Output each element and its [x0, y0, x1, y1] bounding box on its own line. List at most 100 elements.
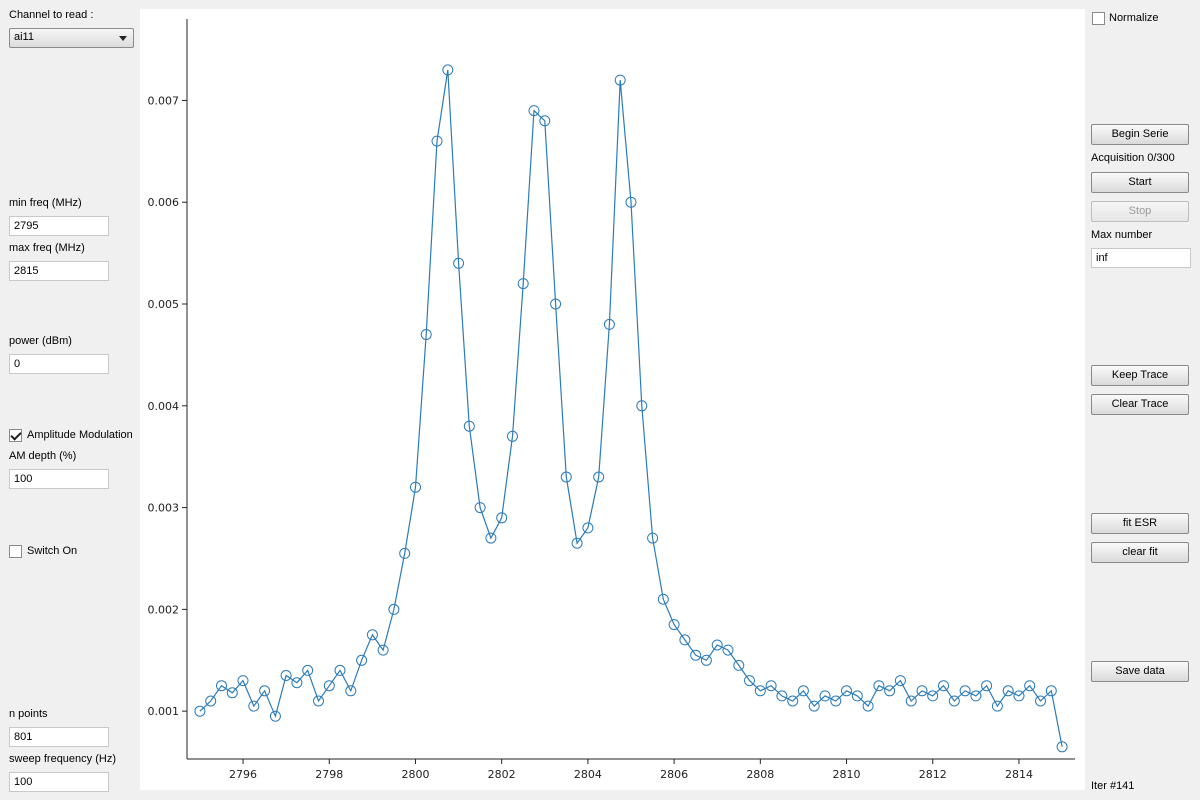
y-tick-label: 0.003: [148, 502, 180, 515]
fit-esr-button[interactable]: fit ESR: [1091, 513, 1189, 534]
data-point: [248, 700, 260, 712]
max-number-label: Max number: [1091, 229, 1153, 241]
power-label: power (dBm): [9, 335, 72, 347]
data-point: [582, 522, 594, 534]
x-tick-label: 2800: [401, 768, 429, 781]
data-point: [873, 680, 885, 692]
data-point: [377, 644, 389, 656]
data-point: [431, 135, 443, 147]
data-point: [776, 690, 788, 702]
channel-select[interactable]: ai11: [9, 28, 134, 48]
data-point: [970, 690, 982, 702]
data-point: [593, 471, 605, 483]
save-data-button[interactable]: Save data: [1091, 661, 1189, 682]
data-point: [938, 680, 949, 692]
normalize-label: Normalize: [1109, 12, 1159, 24]
data-point: [991, 700, 1003, 712]
data-point: [237, 675, 249, 687]
esr-chart: 2796 2798 2800 2802 2804 2806 2808 2810 2812 2814…: [148, 19, 1075, 781]
data-point: [797, 685, 809, 697]
sweep-input[interactable]: [9, 772, 109, 792]
max-freq-input[interactable]: [9, 261, 109, 281]
data-point: [517, 278, 529, 290]
data-point: [280, 670, 292, 681]
data-point: [205, 695, 217, 707]
data-point: [668, 619, 680, 631]
data-point: [550, 298, 562, 310]
acquisition-status: Acquisition 0/300: [1091, 152, 1175, 164]
x-tick-label: 2802: [488, 768, 516, 781]
data-point: [194, 705, 206, 717]
data-point: [830, 695, 842, 707]
x-tick-label: 2806: [660, 768, 688, 781]
n-points-label: n points: [9, 708, 48, 720]
chart-series: [194, 64, 1068, 753]
data-point: [959, 685, 971, 697]
data-point: [507, 430, 518, 442]
data-point: [711, 639, 723, 651]
n-points-input[interactable]: [9, 727, 109, 747]
power-input[interactable]: [9, 354, 109, 374]
x-tick-label: 2812: [919, 768, 947, 781]
begin-serie-button[interactable]: Begin Serie: [1091, 124, 1189, 145]
chevron-down-icon: [119, 36, 127, 41]
keep-trace-button[interactable]: Keep Trace: [1091, 365, 1189, 386]
switch-label: Switch On: [27, 545, 78, 557]
plot-area[interactable]: 2796 2798 2800 2802 2804 2806 2808 2810 2812 2814…: [140, 9, 1085, 790]
data-point: [496, 512, 508, 524]
start-button[interactable]: Start: [1091, 172, 1189, 193]
max-freq-label: max freq (MHz): [9, 242, 85, 254]
max-number-input[interactable]: [1091, 248, 1191, 268]
data-point: [216, 680, 227, 692]
iteration-counter: Iter #141: [1091, 780, 1135, 792]
min-freq-input[interactable]: [9, 216, 109, 236]
data-point: [614, 74, 626, 86]
data-point: [420, 329, 432, 340]
data-point: [474, 502, 486, 514]
y-tick-label: 0.005: [148, 298, 180, 311]
data-point: [657, 593, 669, 605]
normalize-checkbox[interactable]: [1092, 12, 1105, 25]
y-tick-label: 0.006: [148, 196, 180, 209]
am-depth-label: AM depth (%): [9, 450, 77, 462]
data-point: [905, 695, 917, 707]
data-point: [765, 680, 777, 692]
data-point: [302, 664, 314, 676]
data-point: [636, 400, 648, 412]
data-point: [722, 644, 734, 656]
data-point: [1056, 741, 1068, 753]
data-point: [1035, 695, 1046, 707]
data-point: [291, 677, 303, 689]
data-point: [948, 695, 960, 707]
data-point: [927, 690, 939, 702]
data-point: [819, 690, 831, 702]
x-tick-label: 2804: [574, 768, 602, 781]
data-point: [733, 659, 745, 671]
y-tick-label: 0.001: [148, 705, 180, 718]
data-point: [841, 685, 852, 697]
data-point: [313, 695, 324, 707]
min-freq-label: min freq (MHz): [9, 197, 82, 209]
am-checkbox[interactable]: [9, 429, 22, 442]
am-depth-input[interactable]: [9, 469, 109, 489]
data-point: [323, 680, 335, 692]
channel-select-value: ai11: [14, 31, 34, 43]
data-point: [345, 685, 357, 697]
data-point: [539, 115, 551, 127]
data-point: [399, 547, 411, 559]
data-point: [787, 695, 799, 707]
data-point: [808, 700, 820, 712]
stop-button[interactable]: Stop: [1091, 201, 1189, 222]
data-point: [1002, 685, 1014, 697]
data-point: [1045, 685, 1057, 697]
data-point: [862, 700, 874, 712]
data-point: [1013, 690, 1025, 702]
data-point: [603, 318, 615, 330]
clear-trace-button[interactable]: Clear Trace: [1091, 394, 1189, 415]
clear-fit-button[interactable]: clear fit: [1091, 542, 1189, 563]
x-tick-label: 2798: [315, 768, 343, 781]
switch-checkbox[interactable]: [9, 545, 22, 558]
data-point: [410, 481, 421, 493]
data-point: [679, 634, 691, 646]
data-point: [560, 471, 572, 483]
